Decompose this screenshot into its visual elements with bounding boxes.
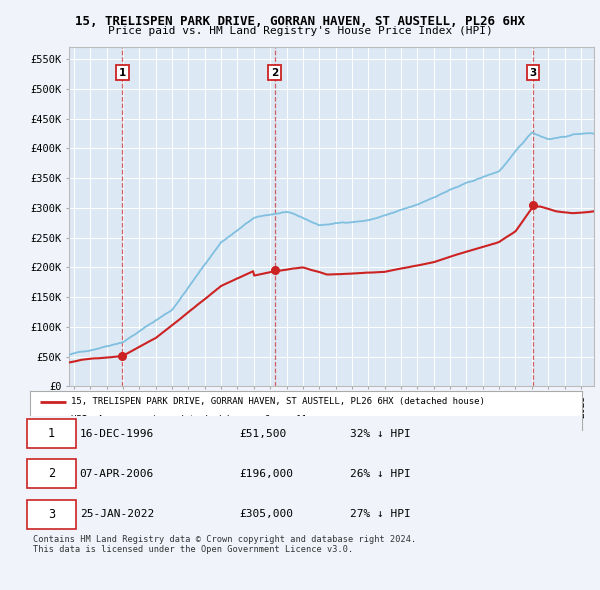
- Text: 07-APR-2006: 07-APR-2006: [80, 469, 154, 478]
- Text: Contains HM Land Registry data © Crown copyright and database right 2024.
This d: Contains HM Land Registry data © Crown c…: [33, 535, 416, 554]
- Text: 2: 2: [48, 467, 55, 480]
- Text: 2: 2: [271, 68, 278, 78]
- Text: 16-DEC-1996: 16-DEC-1996: [80, 429, 154, 438]
- Text: £51,500: £51,500: [240, 429, 287, 438]
- Text: 15, TRELISPEN PARK DRIVE, GORRAN HAVEN, ST AUSTELL, PL26 6HX: 15, TRELISPEN PARK DRIVE, GORRAN HAVEN, …: [75, 15, 525, 28]
- Text: 3: 3: [48, 508, 55, 521]
- Text: 1: 1: [119, 68, 126, 78]
- Text: 15, TRELISPEN PARK DRIVE, GORRAN HAVEN, ST AUSTELL, PL26 6HX (detached house): 15, TRELISPEN PARK DRIVE, GORRAN HAVEN, …: [71, 397, 485, 406]
- FancyBboxPatch shape: [27, 459, 76, 489]
- Text: 26% ↓ HPI: 26% ↓ HPI: [350, 469, 411, 478]
- Text: HPI: Average price, detached house, Cornwall: HPI: Average price, detached house, Corn…: [71, 415, 308, 424]
- Text: 3: 3: [529, 68, 536, 78]
- Text: 1: 1: [48, 427, 55, 440]
- FancyBboxPatch shape: [27, 419, 76, 448]
- Text: 25-JAN-2022: 25-JAN-2022: [80, 510, 154, 519]
- FancyBboxPatch shape: [27, 500, 76, 529]
- Text: Price paid vs. HM Land Registry's House Price Index (HPI): Price paid vs. HM Land Registry's House …: [107, 26, 493, 36]
- Text: 27% ↓ HPI: 27% ↓ HPI: [350, 510, 411, 519]
- Text: £305,000: £305,000: [240, 510, 294, 519]
- Text: 32% ↓ HPI: 32% ↓ HPI: [350, 429, 411, 438]
- Text: £196,000: £196,000: [240, 469, 294, 478]
